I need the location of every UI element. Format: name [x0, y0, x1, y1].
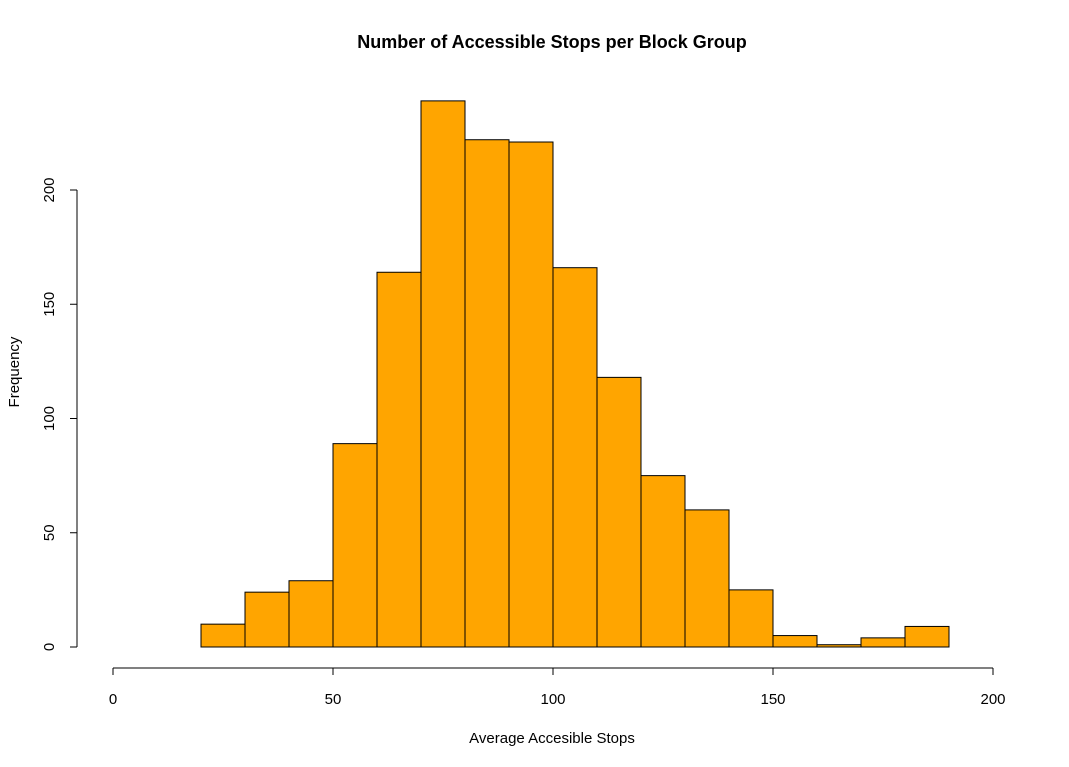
histogram-bar-2	[288, 580, 334, 648]
histogram-bar-14	[816, 644, 862, 648]
histogram-bar-3	[332, 443, 378, 648]
histogram-bar-4	[376, 271, 422, 648]
x-tick-label: 50	[325, 691, 342, 708]
x-tick-label: 100	[540, 691, 565, 708]
x-axis: 0 50 100 150 200	[109, 667, 1006, 708]
y-axis-label: Frequency	[6, 336, 23, 407]
y-tick-label: 0	[41, 643, 58, 651]
histogram-bar-12	[728, 589, 774, 648]
histogram-bar-7	[508, 141, 554, 648]
bars-group	[200, 100, 950, 648]
histogram-bar-11	[684, 509, 730, 648]
histogram-bar-1	[244, 591, 290, 648]
histogram-bar-0	[200, 623, 246, 648]
y-axis: 0 50 100 150 200	[41, 177, 78, 651]
histogram-bar-16	[904, 625, 950, 648]
histogram-bar-10	[640, 475, 686, 648]
x-tick-label: 200	[980, 691, 1005, 708]
y-tick-label: 150	[41, 292, 58, 317]
histogram-bar-6	[464, 139, 510, 648]
histogram-bar-9	[596, 376, 642, 648]
histogram-bar-8	[552, 267, 598, 648]
histogram-bar-15	[860, 637, 906, 648]
histogram-bar-13	[772, 635, 818, 648]
y-tick-label: 100	[41, 406, 58, 431]
chart-title: Number of Accessible Stops per Block Gro…	[357, 32, 746, 52]
x-axis-label: Average Accesible Stops	[469, 730, 635, 747]
x-tick-label: 0	[109, 691, 117, 708]
x-tick-label: 150	[760, 691, 785, 708]
y-tick-label: 50	[41, 524, 58, 541]
histogram-bar-5	[420, 100, 466, 648]
y-tick-label: 200	[41, 177, 58, 202]
